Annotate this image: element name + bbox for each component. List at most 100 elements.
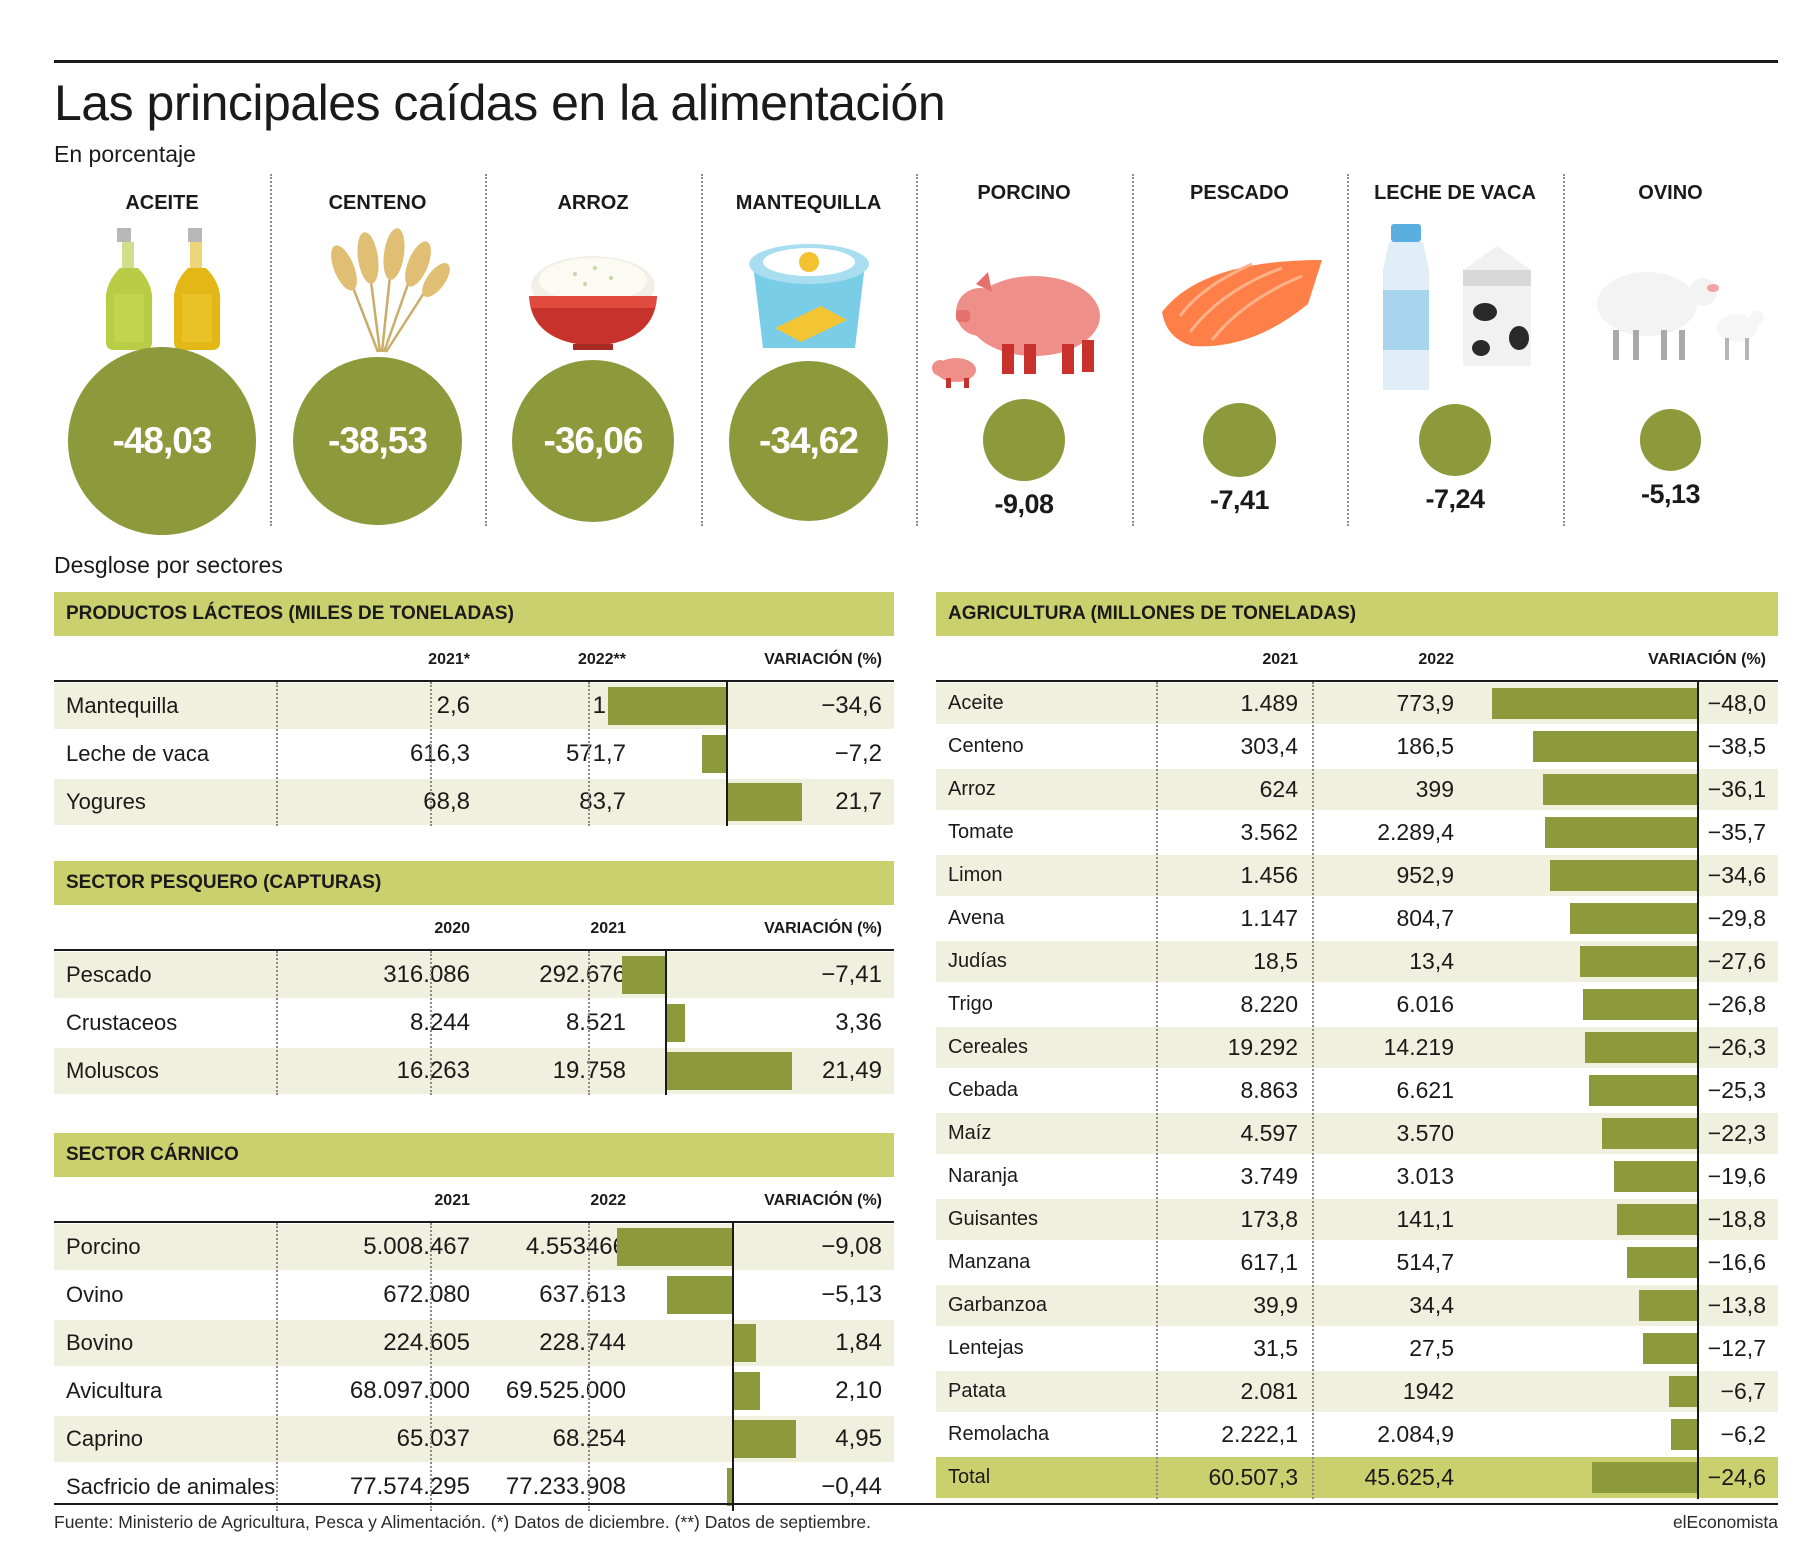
variation-bar: [1589, 1075, 1698, 1106]
bubble-label: PORCINO: [977, 182, 1071, 204]
value-second-year: 2.084,9: [1377, 1421, 1454, 1447]
top-rule: [54, 60, 1778, 63]
value-first-year: 4.597: [1240, 1120, 1298, 1146]
value-first-year: 65.037: [396, 1425, 470, 1452]
table-column-headers: 2020 2021 VARIACIÓN (%): [54, 905, 894, 949]
bubble-circle: [983, 399, 1065, 481]
table-row: Bovino 224.605 228.744 1,84: [54, 1320, 894, 1366]
variation-bar: [702, 735, 728, 773]
bubble-value: -34,62: [759, 419, 859, 461]
row-name: Cebada: [948, 1079, 1019, 1101]
table-row: Tomate 3.562 2.289,4 −35,7: [936, 812, 1778, 853]
value-second-year: 292.676: [539, 961, 626, 988]
value-second-year: 77.233.908: [505, 1473, 626, 1500]
value-second-year: 141,1: [1396, 1206, 1454, 1232]
bubble-column: ACEITE -48,03: [54, 170, 270, 535]
variation-bar: [667, 1276, 733, 1314]
bubble-column: PORCINO -9,08: [916, 170, 1132, 530]
variation-label: −6,2: [1720, 1421, 1766, 1447]
column-header: VARIACIÓN (%): [764, 651, 882, 668]
column-divider: [430, 682, 432, 826]
row-name: Sacfricio de animales: [66, 1474, 276, 1499]
variation-bar: [1532, 731, 1698, 762]
oil-bottles-icon: [54, 224, 270, 359]
value-second-year: 8.521: [565, 1009, 626, 1036]
source-note: Fuente: Ministerio de Agricultura, Pesca…: [54, 1512, 872, 1532]
value-first-year: 3.749: [1240, 1163, 1298, 1189]
variation-bar: [1549, 860, 1698, 891]
value-second-year: 514,7: [1396, 1249, 1454, 1275]
value-first-year: 2.081: [1240, 1378, 1298, 1404]
bubble-label: MANTEQUILLA: [735, 192, 882, 214]
page-subtitle: En porcentaje: [54, 141, 196, 167]
bubble-strip: ACEITE -48,03 CENTENO -38,53 ARROZ -36,06 M…: [54, 170, 1779, 535]
bubble-circle: [1418, 403, 1492, 477]
value-first-year: 1.147: [1240, 905, 1298, 931]
value-second-year: 4.553466: [525, 1233, 626, 1260]
variation-bar: [732, 1324, 757, 1362]
column-header: 2021*: [428, 651, 470, 668]
page-title: Las principales caídas en la alimentació…: [54, 75, 946, 131]
bubble-circle: -36,06: [511, 359, 675, 523]
variation-label: −13,8: [1707, 1292, 1766, 1318]
value-second-year: 6.621: [1396, 1077, 1454, 1103]
total-row: Total 60.507,3 45.625,4 −24,6: [936, 1457, 1778, 1498]
column-header: VARIACIÓN (%): [1648, 651, 1766, 668]
value-first-year: 60.507,3: [1208, 1464, 1298, 1490]
column-divider: [276, 682, 278, 826]
value-first-year: 316.086: [383, 961, 470, 988]
table-row: Caprino 65.037 68.254 4,95: [54, 1416, 894, 1462]
variation-bar: [622, 956, 666, 994]
brand-credit: elEconomista: [1672, 1512, 1778, 1532]
row-name: Caprino: [66, 1426, 144, 1451]
row-name: Porcino: [66, 1234, 141, 1259]
column-divider: [485, 174, 487, 526]
bubble-column: MANTEQUILLA -34,62: [701, 170, 917, 530]
bubble-circle: [1202, 403, 1277, 477]
row-name: Lentejas: [948, 1337, 1024, 1359]
table-title: PRODUCTOS LÁCTEOS (MILES DE TONELADAS): [54, 592, 894, 636]
value-second-year: 3.013: [1396, 1163, 1454, 1189]
column-header: 2022: [1418, 651, 1454, 668]
variation-label: −16,6: [1707, 1249, 1766, 1275]
bubble-label: PESCADO: [1190, 182, 1289, 204]
variation-bar: [1592, 1462, 1698, 1493]
breakdown-label: Desglose por sectores: [54, 552, 283, 578]
pig-icon: [916, 220, 1132, 395]
value-first-year: 616,3: [409, 740, 470, 767]
bubble-label: LECHE DE VACA: [1374, 182, 1536, 204]
table-column-headers: 2021 2022 VARIACIÓN (%): [936, 636, 1778, 680]
value-first-year: 8.220: [1240, 991, 1298, 1017]
header-rule: [936, 680, 1778, 682]
variation-label: −34,6: [821, 692, 882, 719]
column-header: 2022: [590, 1192, 626, 1209]
variation-label: −7,2: [834, 740, 882, 767]
variation-bar: [732, 1420, 796, 1458]
row-name: Tomate: [948, 821, 1014, 843]
variation-bar: [1617, 1204, 1698, 1235]
table-row: Trigo 8.220 6.016 −26,8: [936, 984, 1778, 1025]
bubble-value: -36,06: [543, 419, 644, 461]
column-divider: [700, 174, 703, 526]
column-header: 2021: [590, 920, 626, 937]
row-name: Leche de vaca: [66, 741, 210, 766]
bubble-value: -7,24: [1425, 484, 1485, 515]
value-second-year: 1942: [1402, 1378, 1454, 1404]
variation-label: −0,44: [821, 1473, 882, 1500]
table-row: Cereales 19.292 14.219 −26,3: [936, 1027, 1778, 1068]
table-row: Leche de vaca 616,3 571,7 −7,2: [54, 731, 894, 777]
variation-label: −6,7: [1720, 1378, 1766, 1404]
table-row: Centeno 303,4 186,5 −38,5: [936, 726, 1778, 767]
variation-label: −22,3: [1707, 1120, 1766, 1146]
table-row: Manzana 617,1 514,7 −16,6: [936, 1242, 1778, 1283]
bubble-circle: -38,53: [293, 356, 462, 526]
zero-axis: [1697, 682, 1699, 1499]
row-name: Judías: [948, 950, 1007, 972]
bubble-column: OVINO -5,13: [1563, 170, 1779, 530]
column-divider: [1312, 682, 1314, 1499]
sector-table: SECTOR PESQUERO (CAPTURAS) 2020 2021 VARIAC…: [54, 861, 894, 1095]
value-second-year: 952,9: [1396, 862, 1454, 888]
variation-label: −9,08: [821, 1233, 882, 1260]
variation-bar: [1638, 1290, 1698, 1321]
